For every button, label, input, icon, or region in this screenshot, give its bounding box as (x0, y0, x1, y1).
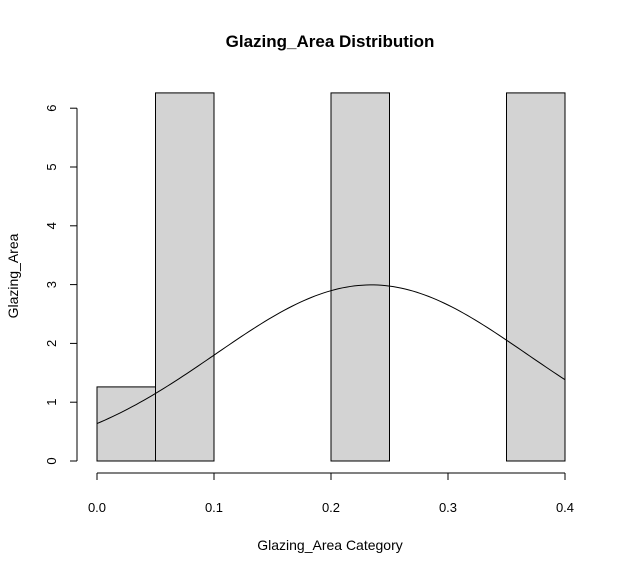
x-axis-label: Glazing_Area Category (257, 537, 403, 553)
histogram-bar (330, 92, 390, 462)
x-tick-label: 0.0 (88, 500, 106, 515)
x-axis: 0.0 0.1 0.2 0.3 0.4 (88, 472, 574, 515)
y-tick-label: 0 (44, 457, 59, 464)
density-curve (96, 284, 566, 425)
histogram-bar (96, 386, 156, 462)
y-tick-label: 2 (44, 340, 59, 347)
histogram-bar (506, 92, 566, 462)
histogram-bar (155, 92, 215, 462)
y-tick-label: 4 (44, 222, 59, 229)
y-axis-label: Glazing_Area (5, 233, 21, 318)
y-axis: 0 1 2 3 4 5 6 (44, 105, 78, 465)
y-tick-label: 5 (44, 163, 59, 170)
y-tick-label: 3 (44, 281, 59, 288)
y-tick-label: 1 (44, 399, 59, 406)
x-tick-label: 0.1 (205, 500, 223, 515)
x-tick-label: 0.4 (556, 500, 574, 515)
bars-group (96, 92, 566, 462)
x-tick-label: 0.3 (439, 500, 457, 515)
chart-title: Glazing_Area Distribution (226, 32, 435, 51)
x-tick-label: 0.2 (322, 500, 340, 515)
y-tick-label: 6 (44, 105, 59, 112)
